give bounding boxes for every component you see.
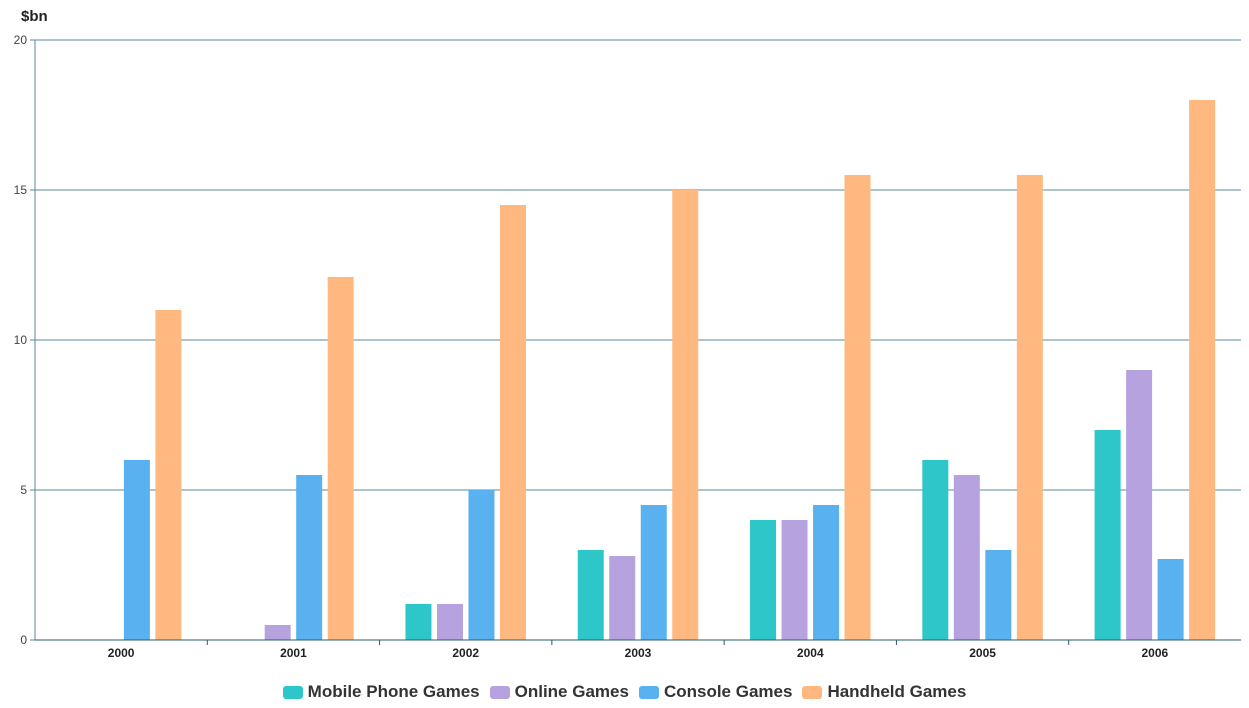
x-tick-label: 2004 <box>797 646 824 660</box>
bar[interactable] <box>750 520 777 640</box>
legend-swatch <box>282 685 303 699</box>
x-tick-label: 2002 <box>452 646 479 660</box>
bar[interactable] <box>1189 100 1216 640</box>
y-tick-label: 0 <box>20 633 27 647</box>
y-axis-label: $bn <box>21 8 48 25</box>
bar[interactable] <box>499 205 526 640</box>
bar[interactable] <box>813 505 840 640</box>
x-tick-label: 2005 <box>969 646 996 660</box>
legend-label: Online Games <box>514 682 629 701</box>
bar[interactable] <box>640 505 667 640</box>
y-tick-label: 15 <box>14 183 28 197</box>
bar[interactable] <box>672 190 699 640</box>
bar[interactable] <box>327 277 354 640</box>
x-tick-label: 2001 <box>280 646 307 660</box>
bar[interactable] <box>985 550 1012 640</box>
bar[interactable] <box>155 310 182 640</box>
bar[interactable] <box>1157 559 1184 640</box>
legend-swatch <box>489 685 510 699</box>
legend-item[interactable]: Console Games <box>638 682 793 702</box>
y-tick-label: 20 <box>14 33 28 47</box>
bar[interactable] <box>405 604 432 640</box>
axes: 0 5 10 15 20 2000 2001 2002 2003 2004 2005 2006 <box>14 33 1241 660</box>
bar[interactable] <box>922 460 949 640</box>
legend-label: Mobile Phone Games <box>307 682 480 701</box>
legend-label: Console Games <box>663 682 793 701</box>
chart-plot: $bn 0 5 10 15 20 2000 2001 2002 2003 2004 2005 2006 <box>14 8 1241 660</box>
legend-swatch <box>802 685 823 699</box>
legend: Mobile Phone Games Online Games Console Ga… <box>0 682 1249 702</box>
bar[interactable] <box>577 550 604 640</box>
bar[interactable] <box>1094 430 1121 640</box>
bar[interactable] <box>609 556 636 640</box>
legend-label: Handheld Games <box>827 682 967 701</box>
x-tick-label: 2003 <box>625 646 652 660</box>
x-tick-label: 2006 <box>1142 646 1169 660</box>
bar[interactable] <box>436 604 463 640</box>
bar[interactable] <box>123 460 150 640</box>
legend-item[interactable]: Handheld Games <box>802 682 966 702</box>
bar[interactable] <box>1016 175 1043 640</box>
bars <box>123 100 1216 640</box>
legend-swatch <box>638 685 659 699</box>
y-tick-label: 10 <box>14 333 28 347</box>
bar[interactable] <box>264 625 291 640</box>
legend-item[interactable]: Online Games <box>489 682 629 702</box>
bar[interactable] <box>844 175 871 640</box>
gridlines <box>35 39 1241 491</box>
x-tick-label: 2000 <box>108 646 135 660</box>
legend-item[interactable]: Mobile Phone Games <box>282 682 480 702</box>
bar[interactable] <box>296 475 323 640</box>
y-tick-label: 5 <box>20 483 27 497</box>
bar[interactable] <box>1126 370 1153 640</box>
bar[interactable] <box>781 520 808 640</box>
bar[interactable] <box>953 475 980 640</box>
bar[interactable] <box>468 490 495 640</box>
